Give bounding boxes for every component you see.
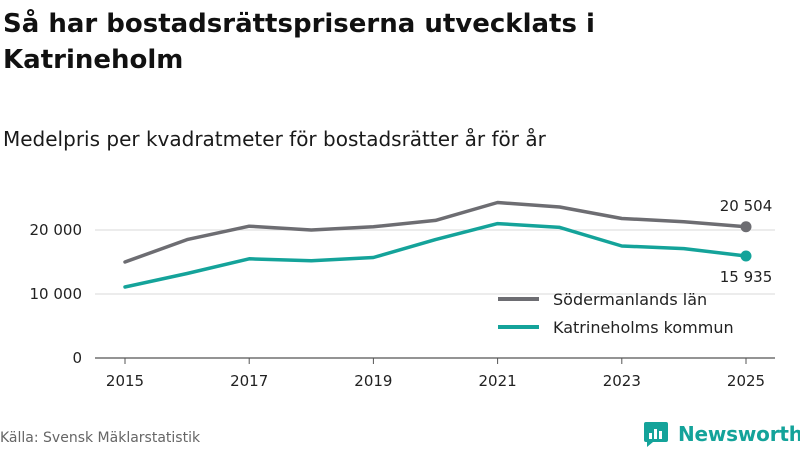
x-tick-label: 2017 — [230, 372, 268, 390]
series-lines — [123, 200, 752, 289]
x-tick-label: 2015 — [106, 372, 144, 390]
chart-subtitle: Medelpris per kvadratmeter för bostadsrä… — [3, 127, 546, 151]
source-note: Källa: Svensk Mäklarstatistik — [0, 430, 201, 446]
series-line-sodermanland — [123, 200, 748, 264]
x-tick-label: 2025 — [727, 372, 765, 390]
y-tick-label: 20 000 — [30, 221, 83, 239]
y-tick-label: 0 — [72, 349, 82, 367]
grid-lines: 0 10 000 20 000 — [30, 221, 775, 367]
series-line-katrineholm — [123, 221, 748, 289]
y-tick-label: 10 000 — [30, 285, 83, 303]
x-tick-label: 2023 — [603, 372, 641, 390]
newsworthy-logo-icon — [644, 422, 668, 447]
end-value-label: 15 935 — [720, 268, 773, 286]
legend: Södermanlands län Katrineholms kommun — [498, 290, 734, 337]
chart-title: Så har bostadsrättspriserna utvecklats i… — [3, 9, 595, 75]
legend-label: Södermanlands län — [553, 290, 707, 309]
x-tick-label: 2019 — [354, 372, 392, 390]
brand-name: Newsworthy — [678, 422, 800, 446]
x-axis: 2015 2017 2019 2021 2023 2025 — [106, 358, 765, 390]
x-tick-label: 2021 — [479, 372, 517, 390]
legend-label: Katrineholms kommun — [553, 318, 734, 337]
brand-logo[interactable]: Newsworthy — [643, 419, 800, 449]
series-end-point — [740, 250, 752, 262]
series-end-point — [740, 221, 752, 233]
end-value-label: 20 504 — [720, 197, 773, 215]
data-labels: 20 504 15 935 — [720, 197, 773, 286]
